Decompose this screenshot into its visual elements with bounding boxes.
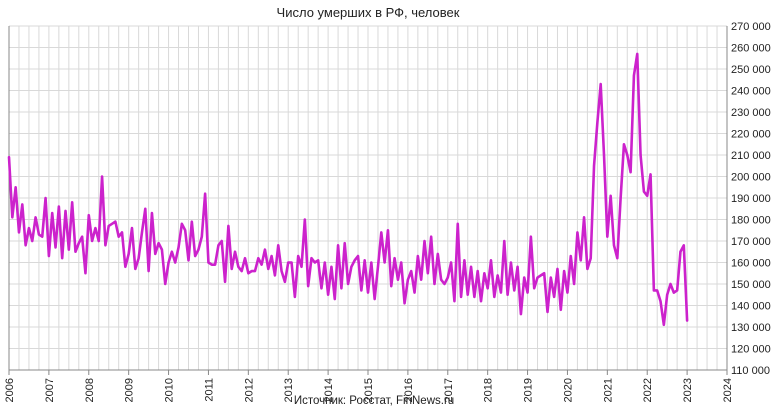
x-tick-label: 2023 bbox=[682, 378, 694, 402]
y-tick-label: 210 000 bbox=[731, 150, 771, 162]
x-tick-label: 2009 bbox=[124, 378, 136, 402]
y-tick-label: 260 000 bbox=[731, 43, 771, 55]
x-tick-label: 2015 bbox=[363, 378, 375, 402]
gridlines bbox=[8, 25, 728, 371]
series-line bbox=[7, 52, 689, 327]
y-tick-label: 190 000 bbox=[731, 193, 771, 205]
x-tick-label: 2013 bbox=[283, 378, 295, 402]
y-tick-label: 150 000 bbox=[731, 279, 771, 291]
x-tick-label: 2007 bbox=[44, 378, 56, 402]
y-axis-ticks: 110 000 120 000 130 000 140 000 150 000 160 0… bbox=[731, 21, 771, 377]
y-tick-label: 140 000 bbox=[731, 301, 771, 313]
x-tick-label: 2022 bbox=[642, 378, 654, 402]
x-tick-label: 2021 bbox=[602, 378, 614, 402]
x-tick-label: 2014 bbox=[323, 378, 335, 402]
x-tick-label: 2012 bbox=[243, 378, 255, 402]
x-tick-label: 2017 bbox=[443, 378, 455, 402]
y-tick-label: 110 000 bbox=[731, 365, 770, 377]
x-tick-label: 2020 bbox=[562, 378, 574, 402]
x-tick-label: 2008 bbox=[84, 378, 96, 402]
x-tick-label: 2018 bbox=[483, 378, 495, 402]
y-tick-label: 240 000 bbox=[731, 86, 771, 98]
x-tick-label: 2010 bbox=[164, 378, 176, 402]
x-tick-label: 2011 bbox=[203, 378, 215, 402]
y-tick-label: 120 000 bbox=[731, 344, 771, 356]
x-tick-label: 2006 bbox=[4, 378, 16, 402]
y-tick-label: 130 000 bbox=[731, 322, 771, 334]
y-tick-label: 200 000 bbox=[731, 172, 771, 184]
y-tick-label: 160 000 bbox=[731, 258, 771, 270]
chart-title: Число умерших в РФ, человек bbox=[277, 5, 460, 20]
x-tick-label: 2019 bbox=[523, 378, 535, 402]
y-tick-label: 170 000 bbox=[731, 236, 771, 248]
y-tick-label: 250 000 bbox=[731, 64, 771, 76]
x-tick-label: 2016 bbox=[403, 378, 415, 402]
series-layer bbox=[7, 52, 689, 327]
y-tick-label: 270 000 bbox=[731, 21, 771, 33]
y-tick-label: 230 000 bbox=[731, 107, 771, 119]
y-tick-label: 180 000 bbox=[731, 215, 771, 227]
y-tick-label: 220 000 bbox=[731, 129, 771, 141]
chart-source: Источник: Росстат, FinNews.ru bbox=[294, 395, 454, 407]
x-tick-label: 2024 bbox=[722, 378, 734, 402]
axes bbox=[8, 26, 728, 375]
x-axis-ticks: 2006 2007 2008 2009 2010 2011 2012 2013 2014 2015… bbox=[4, 378, 734, 402]
